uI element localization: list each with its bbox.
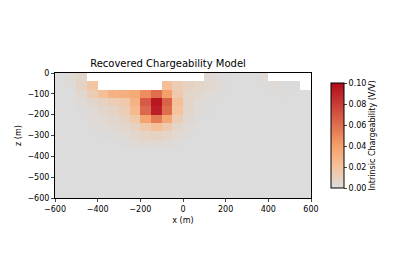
svg-text:200: 200 [218, 205, 233, 214]
svg-text:−600: −600 [44, 205, 66, 214]
svg-text:Recovered Chargeability Model: Recovered Chargeability Model [90, 58, 246, 69]
svg-text:0: 0 [44, 69, 49, 78]
svg-text:0.04: 0.04 [349, 142, 367, 151]
svg-text:−200: −200 [129, 205, 151, 214]
svg-text:0.10: 0.10 [349, 79, 367, 88]
svg-text:0.06: 0.06 [349, 121, 367, 130]
svg-text:Intrinsic Chargeability (V/V): Intrinsic Chargeability (V/V) [368, 80, 377, 190]
svg-text:0.02: 0.02 [349, 163, 367, 172]
svg-text:x (m): x (m) [172, 216, 193, 225]
svg-text:600: 600 [303, 205, 318, 214]
svg-text:z (m): z (m) [14, 125, 23, 146]
svg-text:−400: −400 [27, 152, 49, 161]
svg-text:−200: −200 [27, 110, 49, 119]
svg-text:−300: −300 [27, 131, 49, 140]
svg-text:−100: −100 [27, 90, 49, 99]
svg-text:400: 400 [261, 205, 276, 214]
svg-text:0.08: 0.08 [349, 100, 367, 109]
svg-text:0.00: 0.00 [349, 184, 367, 193]
svg-text:−500: −500 [27, 173, 49, 182]
svg-text:−400: −400 [87, 205, 109, 214]
svg-text:−600: −600 [27, 194, 49, 203]
svg-text:0: 0 [180, 205, 185, 214]
